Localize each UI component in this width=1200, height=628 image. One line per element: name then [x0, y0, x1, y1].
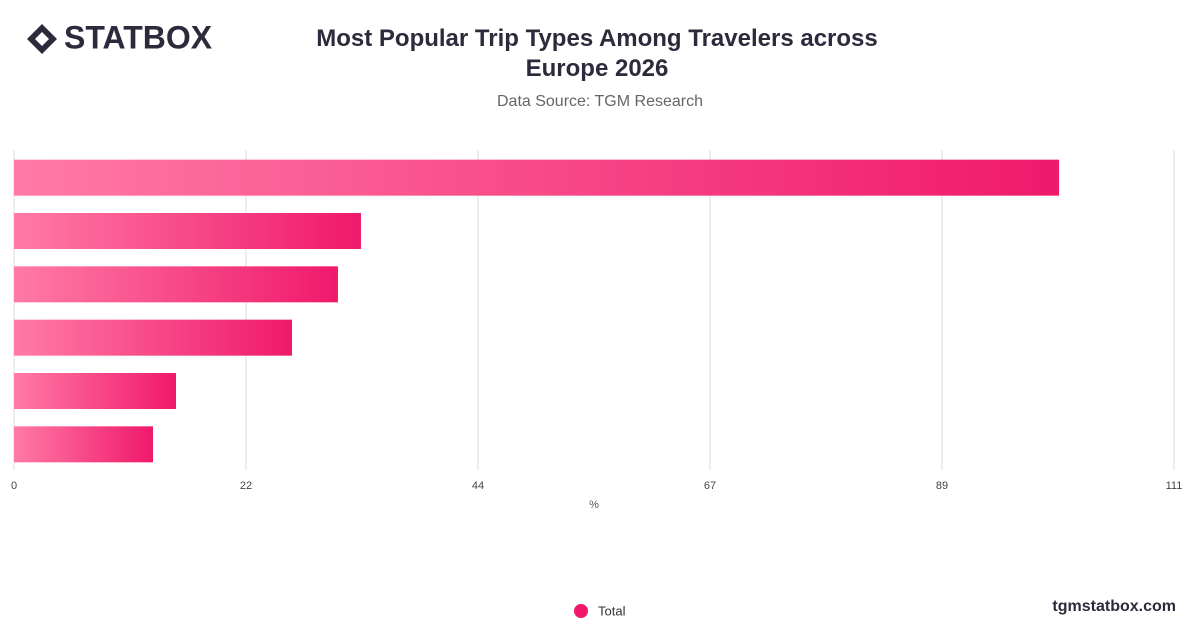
- bar: [14, 159, 1060, 196]
- x-axis-label: %: [589, 499, 599, 511]
- x-tick-label: 22: [240, 480, 252, 492]
- bar: [14, 373, 176, 409]
- bar: [14, 213, 361, 249]
- x-tick-label: 0: [11, 480, 17, 492]
- logo: STATBOX: [27, 19, 213, 55]
- chart-title: Most Popular Trip Types Among Travelers …: [316, 25, 878, 82]
- bar: [14, 319, 292, 356]
- legend-label[interactable]: Total: [598, 603, 626, 618]
- x-tick-label: 111: [1166, 480, 1183, 492]
- footer: tgmstatbox.com: [1052, 598, 1176, 615]
- legend-marker: [574, 604, 588, 618]
- x-tick-label: 89: [936, 480, 948, 492]
- bar: [14, 266, 338, 303]
- x-tick-label: 44: [472, 480, 484, 492]
- bar: [14, 426, 153, 463]
- logo-text: STATBOX: [64, 19, 213, 55]
- chart-subtitle: Data Source: TGM Research: [497, 93, 703, 110]
- x-tick-label: 67: [704, 480, 716, 492]
